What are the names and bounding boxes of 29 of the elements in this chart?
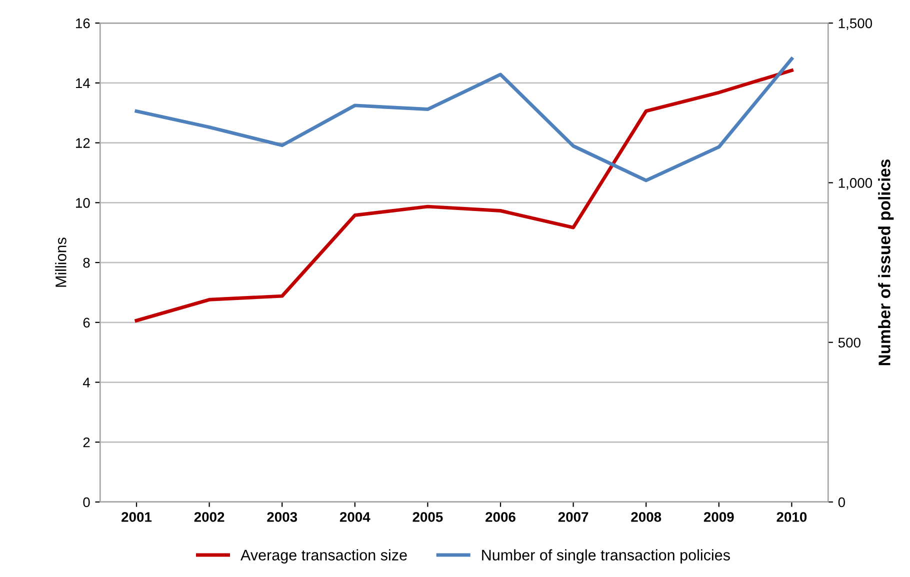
x-tick-label: 2008 (631, 512, 662, 522)
x-tick-label: 2001 (122, 512, 152, 522)
x-tick-label: 2004 (340, 512, 370, 522)
legend-label: Average transaction size (240, 549, 407, 564)
y-tick-label: 6 (83, 318, 90, 328)
y2-tick-label: 500 (838, 338, 860, 348)
legend-label: Number of single transaction policies (482, 549, 730, 564)
x-tick-label: 2003 (267, 512, 298, 522)
y2-tick-label: 1,000 (838, 178, 872, 190)
y2-tick-label: 0 (838, 497, 846, 508)
x-tick-label: 2010 (776, 512, 807, 522)
y-tick-label: 2 (83, 437, 90, 448)
x-tick-label: 2007 (558, 512, 588, 522)
line-series (134, 57, 794, 182)
x-tick-label: 2005 (412, 512, 443, 522)
y-tick-label: 14 (76, 78, 90, 88)
line-series (134, 68, 794, 322)
y-tick-label: 4 (82, 378, 90, 388)
y2-tick-label: 1,500 (838, 18, 872, 30)
x-tick-label: 2006 (486, 512, 516, 522)
y2-axis-title: Number of issued policies (878, 159, 894, 366)
y-tick-label: 0 (83, 497, 90, 508)
y-axis-title: Millions (55, 238, 66, 287)
y-tick-label: 12 (76, 138, 90, 148)
x-tick-label: 2002 (194, 512, 224, 522)
y-tick-label: 10 (76, 198, 90, 208)
x-tick-label: 2009 (704, 512, 734, 522)
y-tick-label: 16 (76, 18, 90, 28)
y-tick-label: 8 (83, 258, 90, 268)
